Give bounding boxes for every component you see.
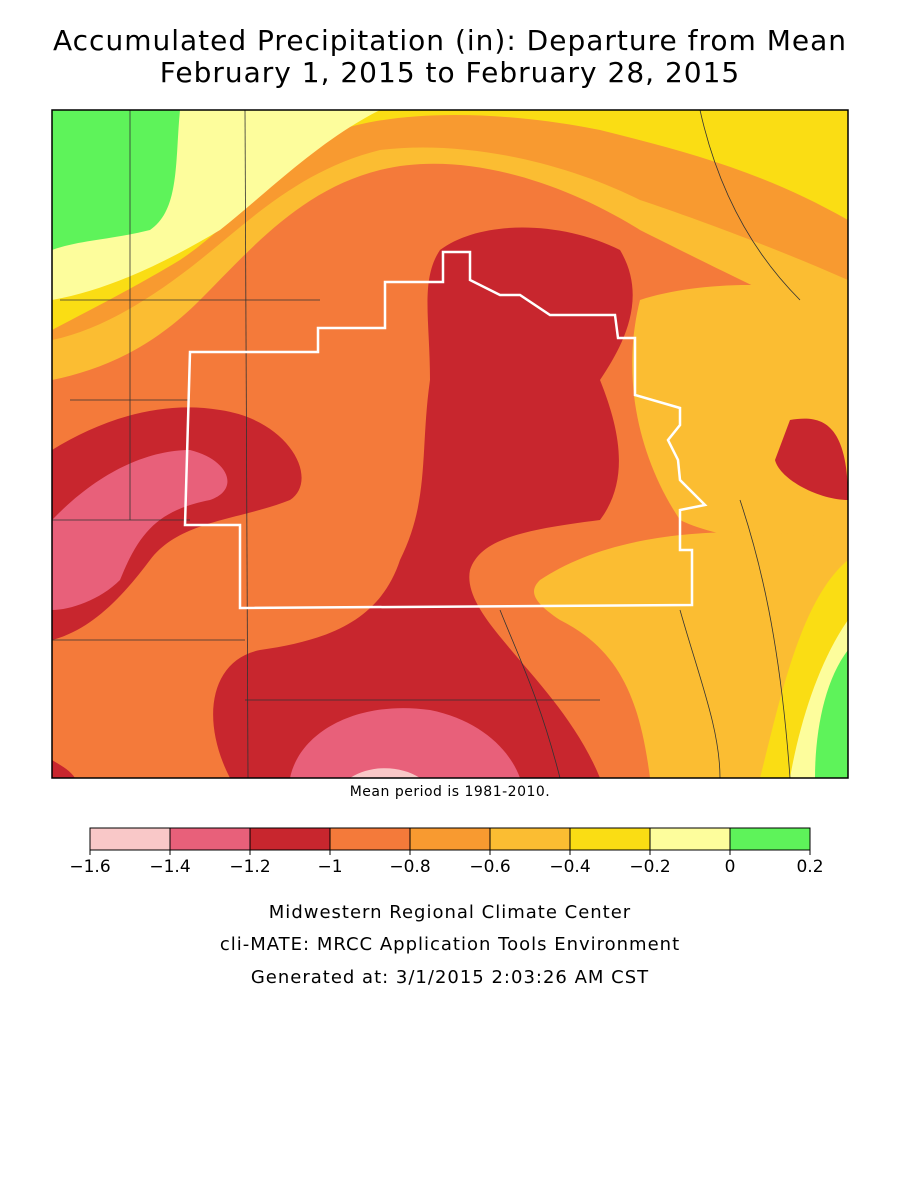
map-note: Mean period is 1981-2010. — [350, 784, 551, 800]
legend-tick-label: −1 — [317, 857, 342, 877]
title-line-2: February 1, 2015 to February 28, 2015 — [160, 56, 740, 89]
contour-region — [815, 650, 848, 778]
legend-tick-label: 0 — [725, 857, 736, 877]
title-line-1: Accumulated Precipitation (in): Departur… — [53, 24, 847, 57]
legend-tick-label: −1.2 — [229, 857, 270, 877]
legend-swatch — [569, 827, 651, 851]
legend-tick-label: −0.6 — [469, 857, 510, 877]
state-outline — [183, 250, 708, 610]
footer-line-1: Midwestern Regional Climate Center — [269, 902, 631, 923]
legend-swatch — [649, 827, 731, 851]
legend-tick-label: 0.2 — [796, 857, 823, 877]
legend-tick-label: −0.2 — [629, 857, 670, 877]
legend-swatch — [89, 827, 171, 851]
legend: −1.6 −1.4 −1.2 −1 −0.8 −0.6 −0.4 −0.2 0 0.2 — [69, 827, 824, 877]
legend-swatch — [729, 827, 811, 851]
contour-region — [534, 532, 848, 778]
contour-region — [350, 768, 420, 778]
contour-region — [213, 227, 633, 778]
contour-region — [52, 110, 180, 250]
legend-tick-label: −1.6 — [69, 857, 110, 877]
legend-swatch — [409, 827, 491, 851]
footer-line-2: cli-MATE: MRCC Application Tools Environ… — [220, 934, 680, 955]
legend-swatch — [329, 827, 411, 851]
legend-tick-label: −1.4 — [149, 857, 190, 877]
legend-tick-label: −0.8 — [389, 857, 430, 877]
legend-swatch — [169, 827, 251, 851]
legend-swatch — [249, 827, 331, 851]
footer-line-3: Generated at: 3/1/2015 2:03:26 AM CST — [251, 967, 649, 988]
map-frame — [51, 109, 849, 779]
legend-tick-label: −0.4 — [549, 857, 590, 877]
map — [52, 110, 848, 778]
contour-region — [775, 418, 848, 500]
contour-region — [52, 450, 228, 610]
contour-region — [290, 708, 520, 778]
legend-swatch — [489, 827, 571, 851]
contour-region — [52, 760, 75, 778]
contour-region — [632, 285, 848, 560]
boundaries — [52, 110, 801, 778]
